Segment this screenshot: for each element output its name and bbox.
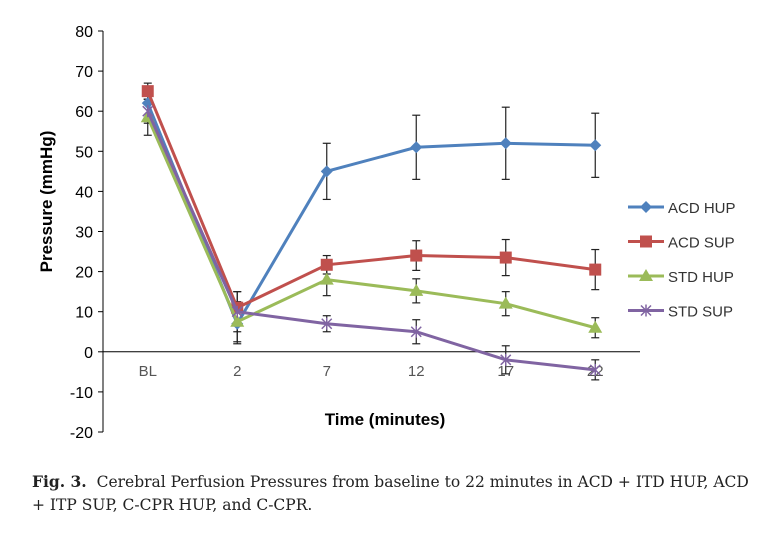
- y-tick-label: 50: [75, 144, 93, 161]
- data-point-std-hup: [498, 296, 513, 309]
- data-point-acd-hup: [589, 139, 602, 152]
- data-point-acd-sup: [141, 85, 154, 98]
- legend-label-std-sup: STD SUP: [668, 304, 733, 321]
- data-point-acd-sup: [499, 251, 512, 264]
- data-point-acd-hup: [320, 165, 333, 178]
- legend-marker-std-sup: [640, 304, 652, 317]
- legend-label-acd-sup: ACD SUP: [668, 235, 735, 252]
- y-tick-label: 20: [75, 265, 93, 282]
- data-point-std-sup: [231, 305, 243, 318]
- y-tick-label: 0: [84, 345, 93, 362]
- data-point-acd-sup: [320, 258, 333, 271]
- caption-label: Fig. 3.: [32, 472, 87, 491]
- x-axis-title: Time (minutes): [325, 410, 446, 429]
- y-tick-label: 30: [75, 225, 93, 242]
- figure-caption: Fig. 3. Cerebral Perfusion Pressures fro…: [32, 470, 752, 517]
- data-point-acd-hup: [410, 141, 423, 154]
- x-tick-label: 7: [323, 363, 331, 380]
- legend-marker-acd-hup: [640, 201, 652, 213]
- y-tick-label: 80: [75, 24, 93, 41]
- series-line-acd-hup: [146, 102, 596, 328]
- y-tick-label: 60: [75, 104, 93, 121]
- data-point-std-sup: [321, 317, 333, 330]
- x-tick-label: 12: [408, 363, 425, 380]
- y-tick-label: 40: [75, 184, 93, 201]
- series-line-std-sup: [146, 110, 596, 372]
- y-tick-label: -10: [70, 385, 93, 402]
- data-point-acd-sup: [589, 263, 602, 276]
- y-tick-label: -20: [70, 425, 93, 442]
- data-point-std-sup: [142, 105, 154, 118]
- data-point-std-sup: [589, 363, 601, 376]
- legend-label-std-hup: STD HUP: [668, 269, 734, 286]
- data-point-std-sup: [500, 353, 512, 366]
- data-point-std-hup: [588, 320, 603, 333]
- legend-marker-acd-sup: [640, 235, 652, 248]
- x-tick-label: BL: [139, 363, 157, 380]
- data-point-std-hup: [319, 272, 334, 285]
- data-point-std-sup: [410, 325, 422, 338]
- y-tick-label: 70: [75, 64, 93, 81]
- data-point-acd-sup: [410, 249, 423, 262]
- data-point-std-hup: [409, 283, 424, 296]
- caption-text: Cerebral Perfusion Pressures from baseli…: [32, 473, 749, 514]
- y-tick-label: 10: [75, 305, 93, 322]
- x-tick-label: 2: [233, 363, 241, 380]
- series-line-acd-sup: [146, 90, 596, 310]
- series-line-std-hup: [146, 116, 596, 330]
- y-axis-title: Pressure (mmHg): [37, 131, 56, 273]
- legend-marker-std-hup: [639, 269, 653, 281]
- data-point-acd-hup: [499, 137, 512, 150]
- data-point-std-hup: [230, 314, 245, 327]
- legend-label-acd-hup: ACD HUP: [668, 200, 736, 217]
